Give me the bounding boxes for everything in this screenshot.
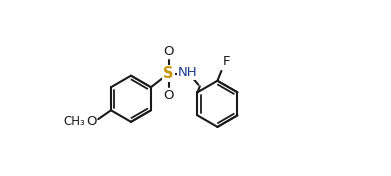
Text: S: S bbox=[163, 66, 174, 81]
Text: CH₃: CH₃ bbox=[64, 115, 86, 128]
Text: O: O bbox=[163, 89, 174, 102]
Text: O: O bbox=[86, 115, 96, 128]
Text: NH: NH bbox=[177, 66, 197, 79]
Text: O: O bbox=[163, 45, 174, 58]
Text: F: F bbox=[222, 55, 230, 68]
